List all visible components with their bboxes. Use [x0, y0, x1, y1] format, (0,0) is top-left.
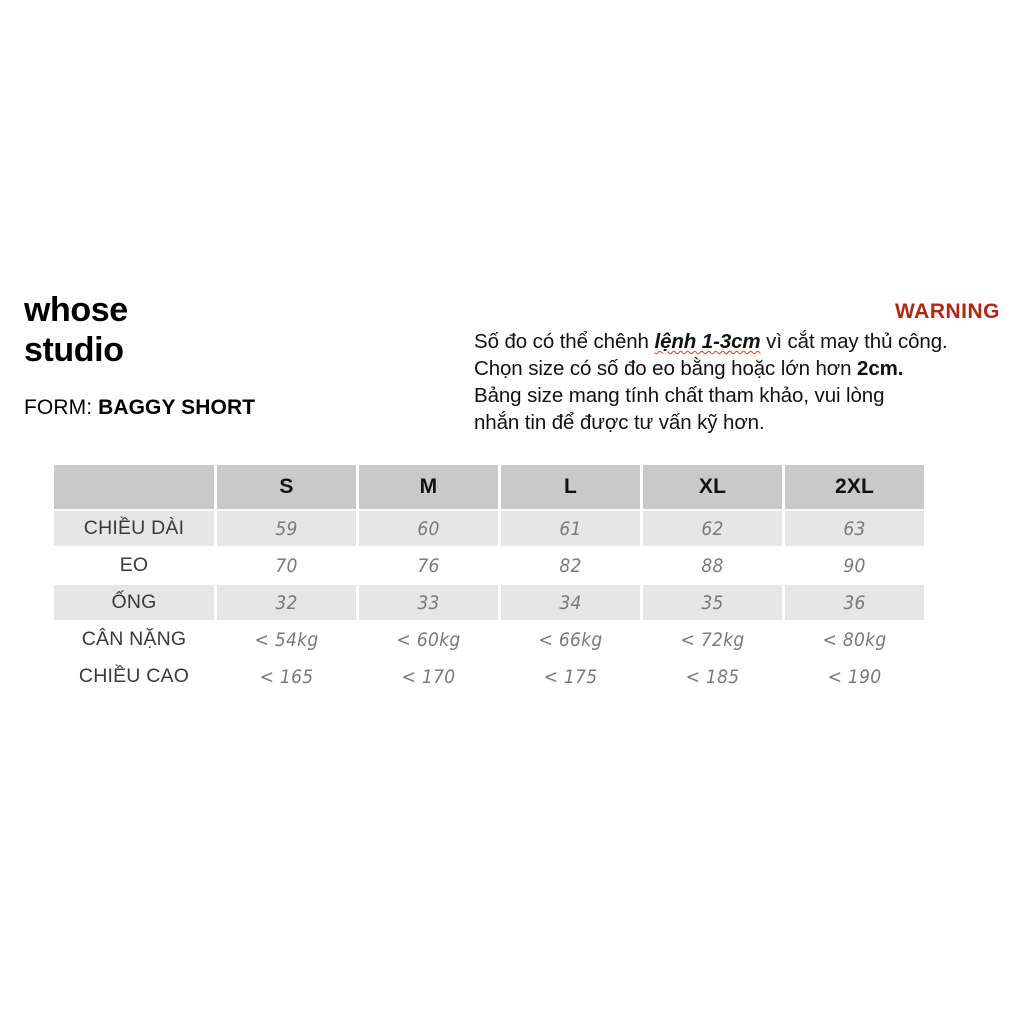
form-label: FORM:: [24, 396, 93, 419]
note-line-3: Bảng size mang tính chất tham khảo, vui …: [474, 384, 885, 407]
cell-ong-s: 32: [217, 585, 356, 620]
cell-chieu-dai-2xl: 63: [785, 511, 924, 546]
brand-name: whose studio: [24, 291, 128, 369]
cell-chieu-cao-2xl: < 190: [785, 659, 924, 694]
cell-eo-l: 82: [501, 548, 640, 583]
cell-chieu-cao-s: < 165: [217, 659, 356, 694]
cell-can-nang-2xl: < 80kg: [785, 622, 924, 657]
row-label-chieu-cao: CHIỀU CAO: [54, 659, 214, 694]
cell-ong-2xl: 36: [785, 585, 924, 620]
note-line-2-emphasis: 2cm.: [857, 357, 904, 380]
cell-chieu-dai-xl: 62: [643, 511, 782, 546]
brand-block: whose studio FORM: BAGGY SHORT: [24, 290, 444, 420]
note-line-1-emphasis: lệnh 1-3cm: [654, 330, 761, 353]
table-row: EO 70 76 82 88 90: [54, 548, 924, 583]
column-header-s: S: [217, 465, 356, 509]
table-head: S M L XL 2XL: [54, 465, 924, 509]
header-zone: whose studio FORM: BAGGY SHORT WARNING S…: [0, 0, 1014, 450]
row-label-eo: EO: [54, 548, 214, 583]
note-line-1-part-a: Số đo có thể chênh: [474, 330, 655, 353]
size-table: S M L XL 2XL CHIỀU DÀI 59 60 61 62 63 EO…: [51, 463, 927, 696]
note-line-2-part-a: Chọn size có số đo eo bằng hoặc lớn hơn: [474, 357, 858, 380]
table-row: CÂN NẶNG < 54kg < 60kg < 66kg < 72kg < 8…: [54, 622, 924, 657]
cell-chieu-cao-xl: < 185: [643, 659, 782, 694]
cell-can-nang-xl: < 72kg: [643, 622, 782, 657]
cell-can-nang-s: < 54kg: [217, 622, 356, 657]
note-text: Số đo có thể chênh lệnh 1-3cm vì cắt may…: [474, 328, 1000, 436]
row-label-chieu-dai: CHIỀU DÀI: [54, 511, 214, 546]
column-header-l: L: [501, 465, 640, 509]
form-value: BAGGY SHORT: [98, 396, 256, 419]
table-body: CHIỀU DÀI 59 60 61 62 63 EO 70 76 82 88 …: [54, 511, 924, 694]
table-row: CHIỀU CAO < 165 < 170 < 175 < 185 < 190: [54, 659, 924, 694]
row-label-ong: ỐNG: [54, 585, 214, 620]
cell-chieu-dai-l: 61: [501, 511, 640, 546]
cell-eo-xl: 88: [643, 548, 782, 583]
column-header-2xl: 2XL: [785, 465, 924, 509]
table-row: CHIỀU DÀI 59 60 61 62 63: [54, 511, 924, 546]
form-line: FORM: BAGGY SHORT: [24, 396, 444, 420]
cell-chieu-dai-m: 60: [359, 511, 498, 546]
cell-ong-l: 34: [501, 585, 640, 620]
table-row: ỐNG 32 33 34 35 36: [54, 585, 924, 620]
note-line-4: nhắn tin để được tư vấn kỹ hơn.: [474, 411, 765, 434]
cell-can-nang-l: < 66kg: [501, 622, 640, 657]
note-line-1: Số đo có thể chênh lệnh 1-3cm vì cắt may…: [474, 328, 1000, 355]
warning-title: WARNING: [895, 300, 1000, 323]
cell-chieu-dai-s: 59: [217, 511, 356, 546]
note-line-1-part-b: vì cắt may thủ công.: [760, 330, 948, 353]
cell-ong-m: 33: [359, 585, 498, 620]
column-header-m: M: [359, 465, 498, 509]
cell-eo-m: 76: [359, 548, 498, 583]
cell-chieu-cao-m: < 170: [359, 659, 498, 694]
cell-chieu-cao-l: < 175: [501, 659, 640, 694]
table-corner-cell: [54, 465, 214, 509]
cell-ong-xl: 35: [643, 585, 782, 620]
cell-eo-2xl: 90: [785, 548, 924, 583]
table-header-row: S M L XL 2XL: [54, 465, 924, 509]
cell-can-nang-m: < 60kg: [359, 622, 498, 657]
cell-eo-s: 70: [217, 548, 356, 583]
row-label-can-nang: CÂN NẶNG: [54, 622, 214, 657]
note-line-2: Chọn size có số đo eo bằng hoặc lớn hơn …: [474, 355, 1000, 382]
column-header-xl: XL: [643, 465, 782, 509]
note-block: WARNING Số đo có thể chênh lệnh 1-3cm vì…: [474, 300, 1000, 436]
